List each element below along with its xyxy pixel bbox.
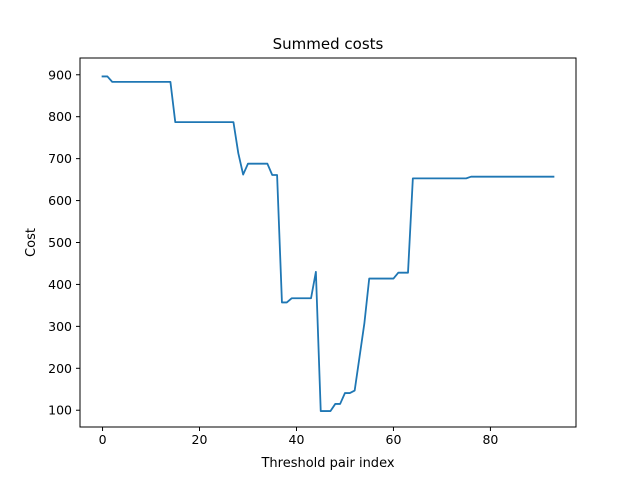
plot-layer — [101, 75, 555, 412]
y-tick-label: 800 — [48, 109, 72, 124]
x-tick-label: 0 — [99, 432, 107, 447]
series-line — [101, 75, 555, 412]
y-tick-label: 300 — [48, 319, 72, 334]
x-tick-label: 20 — [192, 432, 208, 447]
x-tick-label: 60 — [386, 432, 402, 447]
y-axis-label: Cost — [24, 228, 39, 257]
y-tick-label: 900 — [48, 67, 72, 82]
x-tick-label: 40 — [289, 432, 305, 447]
y-tick-label: 500 — [48, 235, 72, 250]
x-axis-ticks: 0 20 40 60 80 — [99, 427, 498, 447]
y-axis-ticks: 100 200 300 400 500 600 700 800 900 — [48, 67, 80, 418]
y-tick-label: 400 — [48, 277, 72, 292]
y-tick-label: 700 — [48, 151, 72, 166]
x-axis-label: Threshold pair index — [260, 456, 394, 471]
y-tick-label: 100 — [48, 403, 72, 418]
chart-title: Summed costs — [273, 35, 384, 53]
y-tick-label: 600 — [48, 193, 72, 208]
plot-area-frame — [79, 57, 577, 428]
y-tick-label: 200 — [48, 361, 72, 376]
x-tick-label: 80 — [482, 432, 498, 447]
